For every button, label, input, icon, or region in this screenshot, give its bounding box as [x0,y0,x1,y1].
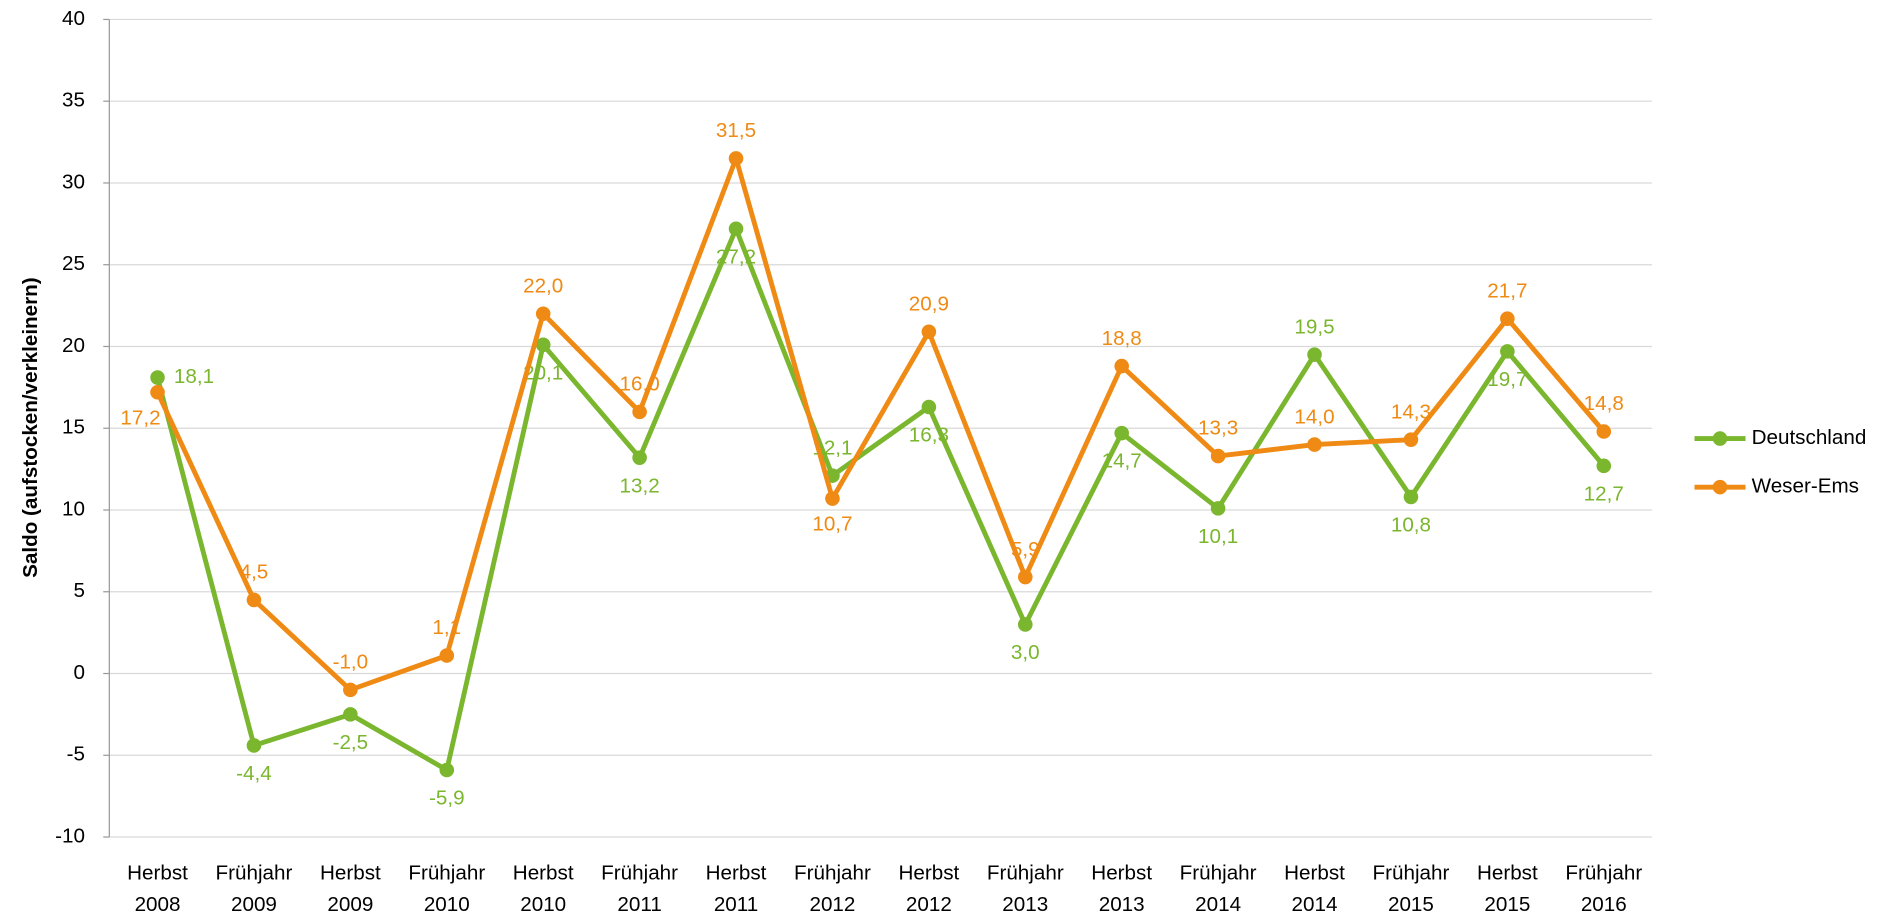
x-tick-label: Herbst 2012 [898,862,959,916]
data-point [246,738,262,753]
data-label: -2,5 [333,731,369,754]
data-label: -4,4 [236,762,272,785]
x-tick-label: Frühjahr 2010 [408,862,485,916]
data-point [246,592,262,608]
x-tick-label: Herbst 2010 [513,862,574,916]
data-point [632,404,647,420]
data-point [535,337,551,353]
data-point [1017,617,1033,632]
data-label: 18,1 [174,365,214,388]
data-point [1114,358,1129,374]
data-label: 12,1 [812,436,852,459]
x-tick-label: Frühjahr 2015 [1373,862,1450,916]
data-point [535,306,551,322]
data-point [1307,437,1322,452]
y-tick-label: 0 [74,661,85,684]
data-label: 13,3 [1198,417,1238,440]
data-label: 10,7 [812,513,852,536]
x-tick-label: Herbst 2009 [320,862,381,916]
y-axis-label: Saldo (aufstocken/verkleinern) [19,277,42,578]
legend-marker [1712,431,1728,446]
data-label: 16,0 [620,373,660,396]
series-line [155,155,1606,693]
data-label: 19,7 [1487,368,1527,391]
x-tick-label: Frühjahr 2014 [1180,862,1257,916]
data-point [1307,347,1322,362]
data-point [1210,501,1226,516]
data-point [1210,448,1226,464]
data-label: 21,7 [1487,279,1527,302]
data-label: 17,2 [120,406,160,429]
data-label: 10,1 [1198,525,1238,548]
data-point [1500,311,1515,326]
y-tick-label: 5 [74,579,85,602]
y-tick-label: 10 [62,497,85,520]
y-tick-label: 40 [62,7,85,30]
legend-marker [1712,479,1728,495]
data-label: 16,3 [909,424,949,447]
data-point [343,707,358,722]
data-label: 14,8 [1584,392,1624,415]
data-label: 10,8 [1391,514,1431,537]
data-point [921,399,937,415]
data-label: -5,9 [429,787,465,810]
data-point [343,682,358,698]
x-tick-label: Herbst 2008 [127,862,188,916]
data-label: 20,9 [909,292,949,315]
data-point [1596,458,1612,474]
x-tick-label: Herbst 2014 [1284,862,1345,916]
x-tick-label: Frühjahr 2016 [1565,862,1642,916]
x-tick-label: Frühjahr 2009 [216,862,293,916]
x-tick-label: Frühjahr 2013 [987,862,1064,916]
data-label: 12,7 [1584,482,1624,505]
y-tick-label: 15 [62,416,85,439]
data-point [632,450,647,465]
x-tick-label: Herbst 2011 [706,862,767,916]
data-label: 1,1 [432,616,461,639]
legend-label: Weser-Ems [1752,475,1859,498]
data-point [728,221,744,237]
data-point [439,648,455,663]
x-tick-label: Frühjahr 2011 [601,862,678,916]
data-label: 5,9 [1011,538,1040,561]
x-tick-label: Herbst 2015 [1477,862,1538,916]
y-tick-label: 30 [62,170,85,193]
data-point [1403,489,1419,505]
data-label: 4,5 [240,561,269,584]
data-label: 3,0 [1011,641,1040,664]
data-label: 14,3 [1391,400,1431,423]
data-point [1114,425,1129,441]
data-label: 18,8 [1102,327,1142,350]
data-label: 27,2 [716,245,756,268]
y-tick-label: -5 [67,743,85,766]
series-line [155,226,1606,773]
data-label: 13,2 [620,474,660,497]
y-tick-label: -10 [55,824,85,847]
x-tick-label: Herbst 2013 [1091,862,1152,916]
data-label: 19,5 [1294,315,1334,338]
data-label: -1,0 [333,651,369,674]
x-tick-label: Frühjahr 2012 [794,862,871,916]
y-tick-label: 20 [62,334,85,357]
data-label: 14,7 [1102,450,1142,473]
data-point [150,370,165,385]
data-point [825,491,840,506]
y-tick-label: 35 [62,89,85,112]
data-point [728,151,744,166]
data-label: 22,0 [523,274,563,297]
data-point [1500,344,1515,359]
data-point [921,324,937,340]
data-point [1017,569,1033,585]
data-label: 31,5 [716,119,756,142]
data-point [150,384,165,400]
data-label: 14,0 [1294,405,1334,428]
legend-label: Deutschland [1752,426,1867,449]
data-point [1596,424,1612,439]
data-point [1403,432,1419,447]
data-label: 20,1 [523,361,563,384]
data-point [439,762,455,778]
y-tick-label: 25 [62,252,85,275]
